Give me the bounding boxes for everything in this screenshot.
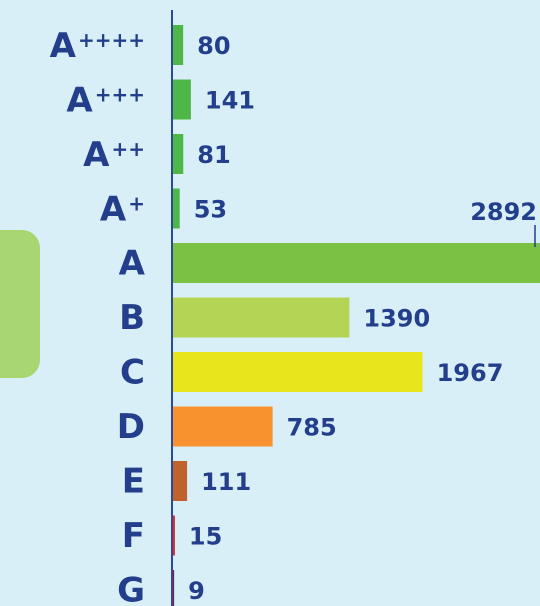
category-label: A +++ [66, 80, 145, 120]
value-label: 1967 [437, 359, 504, 387]
value-label: 141 [205, 87, 255, 115]
bar [173, 188, 180, 229]
bar [173, 515, 175, 556]
category-label: E [122, 462, 145, 502]
category-label: A + [100, 189, 145, 229]
value-label: 111 [201, 468, 251, 496]
bar [173, 461, 188, 501]
category-label: A ++ [83, 135, 145, 175]
category-label: A ++++ [50, 26, 145, 66]
value-label: 1390 [363, 305, 430, 333]
value-label: 785 [287, 414, 337, 442]
bar [173, 243, 540, 283]
category-label: B [119, 298, 145, 338]
bar [173, 352, 423, 392]
bar [173, 406, 273, 447]
value-label: 15 [189, 523, 222, 551]
category-label: A [119, 244, 146, 284]
category-label: G [117, 571, 145, 606]
bar [173, 134, 184, 174]
bar [173, 297, 350, 338]
decor-panel [0, 230, 40, 378]
category-label: D [117, 407, 145, 447]
value-label: 81 [197, 141, 230, 169]
bar [173, 25, 184, 65]
value-label: 2892 [470, 198, 537, 226]
value-label: 9 [188, 577, 205, 605]
bar [173, 570, 175, 606]
value-label: 53 [194, 196, 227, 224]
category-label: C [120, 353, 145, 393]
category-label: F [122, 516, 145, 556]
bar [173, 79, 191, 120]
value-label: 80 [197, 32, 230, 60]
